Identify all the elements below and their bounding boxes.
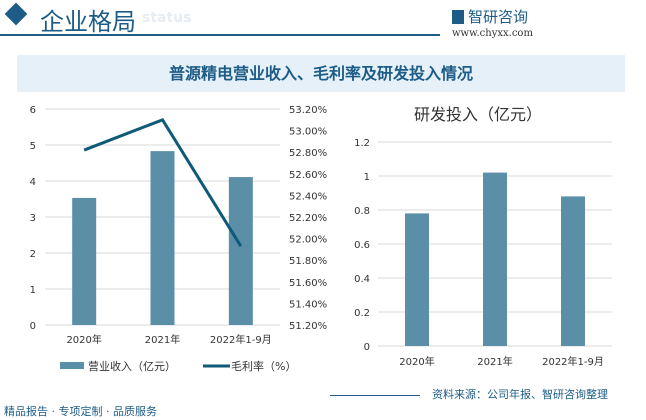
- legend-bar-swatch: [60, 362, 84, 369]
- y2-tick-label: 51.60%: [289, 278, 327, 289]
- y2-tick-label: 53.20%: [289, 105, 327, 116]
- y-tick-label: 4: [30, 177, 36, 188]
- revenue-bar: [228, 177, 253, 325]
- y-tick-label: 0: [30, 321, 36, 332]
- y-tick-label: 6: [30, 105, 36, 116]
- y2-tick-label: 53.00%: [289, 127, 327, 138]
- y-tick-label: 0.4: [354, 274, 370, 285]
- y2-tick-label: 51.20%: [289, 321, 327, 332]
- logo-icon: [452, 10, 464, 24]
- logo: 智研咨询: [452, 6, 528, 27]
- y-tick-label: 1: [30, 285, 36, 296]
- y2-tick-label: 52.80%: [289, 148, 327, 159]
- y2-tick-label: 52.40%: [289, 191, 327, 202]
- revenue-bar: [72, 197, 97, 325]
- y-tick-label: 1.2: [354, 138, 370, 149]
- logo-text: 智研咨询: [468, 8, 529, 26]
- source-divider: [330, 395, 420, 396]
- revenue-bar: [150, 151, 175, 325]
- chart-banner-title: 普源精电营业收入、毛利率及研发投入情况: [17, 55, 625, 92]
- y-tick-label: 0.8: [354, 206, 370, 217]
- footer-tagline: 精品报告 · 专项定制 · 品质服务: [4, 405, 157, 418]
- legend-label-revenue: 营业收入（亿元）: [88, 359, 176, 373]
- rd-bar: [561, 196, 585, 346]
- y-tick-label: 0: [364, 342, 370, 353]
- y-tick-label: 0.6: [354, 240, 370, 251]
- y2-tick-label: 51.40%: [289, 299, 327, 310]
- y-tick-label: 0.2: [354, 308, 370, 319]
- x-tick-label: 2021年: [145, 333, 180, 346]
- rd-bar: [405, 213, 429, 346]
- y-tick-label: 5: [30, 141, 36, 152]
- x-tick-label: 2021年: [477, 355, 512, 368]
- website-url: www.chyxx.com: [452, 28, 533, 39]
- y2-tick-label: 52.60%: [289, 170, 327, 181]
- page-title: 企业格局: [40, 8, 136, 36]
- header-divider: [0, 34, 440, 36]
- y-tick-label: 3: [30, 213, 36, 224]
- x-tick-label: 2022年1-9月: [210, 333, 272, 346]
- legend-label-margin: 毛利率（%）: [231, 359, 296, 373]
- y2-tick-label: 51.80%: [289, 256, 327, 267]
- y2-tick-label: 52.00%: [289, 235, 327, 246]
- x-tick-label: 2022年1-9月: [542, 355, 604, 368]
- y2-tick-label: 52.20%: [289, 213, 327, 224]
- gross-margin-line: [83, 117, 243, 247]
- y-tick-label: 2: [30, 249, 36, 260]
- y-tick-label: 1: [364, 172, 370, 183]
- chart-title: 研发投入（亿元）: [414, 105, 542, 124]
- x-tick-label: 2020年: [399, 355, 434, 368]
- x-tick-label: 2020年: [66, 333, 101, 346]
- header-watermark: status: [142, 10, 192, 26]
- rd-bar: [483, 172, 507, 346]
- source-note: 资料来源：公司年报、智研咨询整理: [432, 388, 608, 401]
